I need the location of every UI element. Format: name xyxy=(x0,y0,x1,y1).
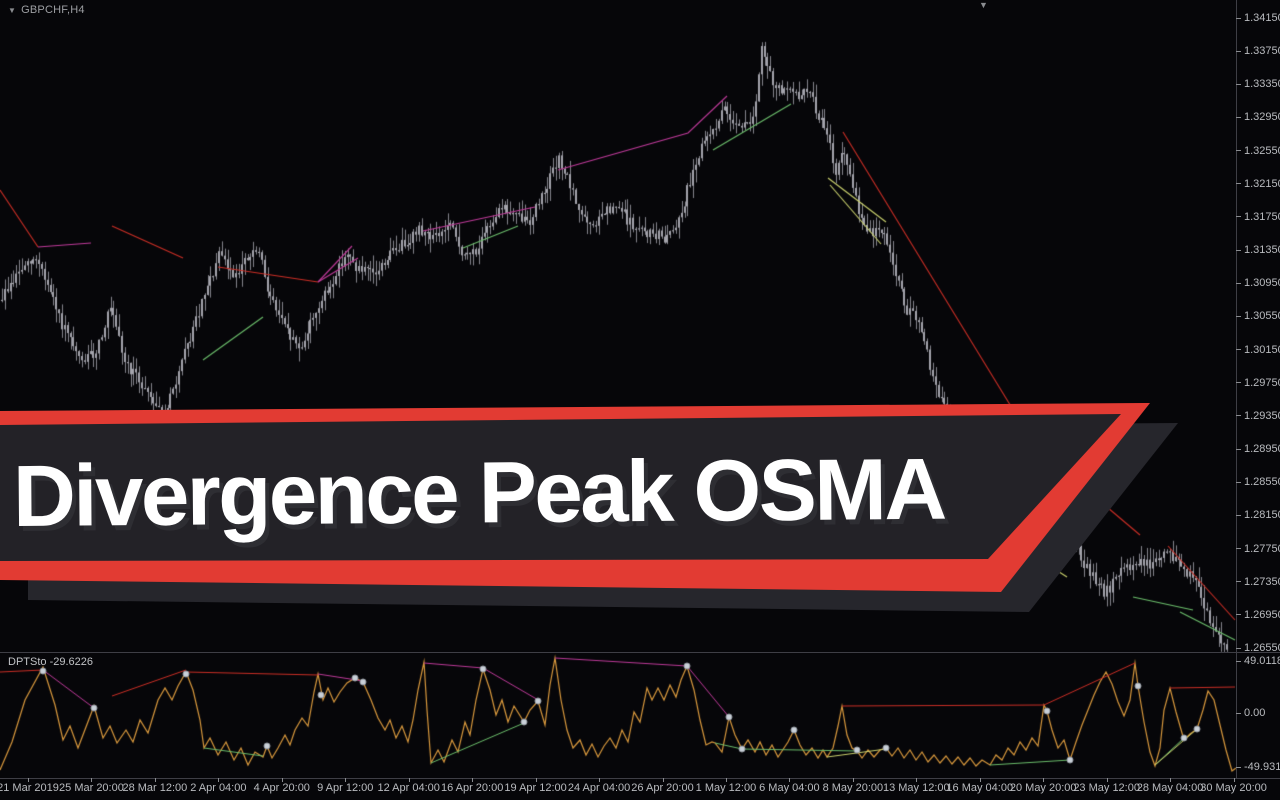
time-axis-label: 28 May 04:00 xyxy=(1136,782,1204,794)
time-axis-label: 12 Apr 04:00 xyxy=(377,782,440,794)
price-tick xyxy=(1236,249,1241,251)
time-axis-label: 20 May 20:00 xyxy=(1009,782,1077,794)
time-axis-label: 30 May 20:00 xyxy=(1200,782,1267,794)
price-tick xyxy=(1236,282,1241,284)
price-axis-label: 1.30550 xyxy=(1244,310,1280,323)
time-axis-label: 13 May 12:00 xyxy=(882,782,950,794)
price-axis-label: 1.26950 xyxy=(1244,608,1280,621)
time-tick xyxy=(345,778,347,782)
time-tick xyxy=(28,778,29,782)
price-axis-label: 1.32550 xyxy=(1244,144,1280,157)
time-axis-label: 8 May 20:00 xyxy=(822,782,884,794)
price-tick xyxy=(1236,83,1241,85)
indicator-tick xyxy=(1236,766,1241,768)
time-tick xyxy=(472,778,474,782)
indicator-name-label: DPTSto -29.6226 xyxy=(8,656,93,668)
time-tick xyxy=(1106,778,1108,782)
price-tick xyxy=(1236,50,1241,52)
price-axis-label: 1.29350 xyxy=(1244,409,1280,422)
price-axis-label: 1.27750 xyxy=(1244,542,1280,555)
price-axis-label: 1.32150 xyxy=(1244,177,1280,190)
price-axis-label: 1.30950 xyxy=(1244,277,1280,290)
price-axis-label: 1.29750 xyxy=(1244,376,1280,389)
time-tick xyxy=(218,778,220,782)
price-axis-label: 1.31350 xyxy=(1244,244,1280,257)
price-tick xyxy=(1236,183,1241,185)
time-tick xyxy=(535,778,537,782)
time-tick xyxy=(789,778,791,782)
time-tick xyxy=(154,778,156,782)
time-axis-label: 26 Apr 20:00 xyxy=(631,782,694,794)
price-axis-label: 1.33350 xyxy=(1244,78,1280,91)
price-tick xyxy=(1236,647,1241,649)
time-tick xyxy=(599,778,601,782)
price-tick xyxy=(1236,415,1241,417)
indicator-tick xyxy=(1236,712,1241,714)
price-tick xyxy=(1236,614,1241,616)
time-tick xyxy=(281,778,283,782)
time-axis-label: 23 May 12:00 xyxy=(1073,782,1140,794)
price-axis-label: 1.30150 xyxy=(1244,343,1280,356)
time-tick xyxy=(852,778,854,782)
indicator-axis-label: 0.00 xyxy=(1244,707,1266,719)
price-axis-label: 1.28150 xyxy=(1244,509,1280,522)
time-axis-label: 2 Apr 04:00 xyxy=(190,782,247,794)
time-axis-label: 4 Apr 20:00 xyxy=(253,782,310,794)
time-scale-divider xyxy=(0,778,1280,779)
price-axis-label: 1.34150 xyxy=(1244,12,1280,24)
chart-marker-icon: ▼ xyxy=(979,0,988,10)
price-axis-label: 1.32950 xyxy=(1244,111,1280,124)
time-axis-label: 16 May 04:00 xyxy=(946,782,1014,794)
indicator-panel-divider[interactable] xyxy=(0,652,1280,653)
time-axis-label: 9 Apr 12:00 xyxy=(317,782,374,794)
price-tick xyxy=(1236,17,1241,19)
time-tick xyxy=(1043,778,1045,782)
price-axis-label: 1.33750 xyxy=(1244,45,1280,58)
time-axis-label: 25 Mar 20:00 xyxy=(59,782,124,794)
price-tick xyxy=(1236,448,1241,450)
price-axis-label: 1.27350 xyxy=(1244,575,1280,588)
chevron-down-icon: ▼ xyxy=(8,6,17,15)
indicator-axis-label: -49.9314 xyxy=(1244,761,1280,773)
price-axis-label: 1.28550 xyxy=(1244,476,1280,489)
time-axis-label: 28 Mar 12:00 xyxy=(122,782,188,794)
time-tick xyxy=(916,778,918,782)
price-axis-label: 1.31750 xyxy=(1244,210,1280,223)
time-tick xyxy=(1170,778,1172,782)
time-axis-label: 6 May 04:00 xyxy=(759,782,820,794)
price-tick xyxy=(1236,216,1241,218)
price-axis-label: 1.26550 xyxy=(1244,642,1280,654)
time-tick xyxy=(662,778,664,782)
time-axis-label: 24 Apr 04:00 xyxy=(567,782,631,794)
price-tick xyxy=(1236,315,1241,317)
time-tick xyxy=(725,778,727,782)
indicator-tick xyxy=(1236,660,1241,662)
indicator-axis-label: 49.0118 xyxy=(1244,655,1280,667)
time-tick xyxy=(1233,778,1235,782)
time-tick xyxy=(91,778,93,782)
price-tick xyxy=(1236,581,1241,583)
price-tick xyxy=(1236,349,1241,351)
time-axis-label: 21 Mar 2019 xyxy=(0,782,59,794)
time-tick xyxy=(408,778,410,782)
price-tick xyxy=(1236,514,1241,516)
price-tick xyxy=(1236,481,1241,483)
price-scale-divider xyxy=(1236,0,1237,778)
time-axis-label: 19 Apr 12:00 xyxy=(504,782,567,794)
time-tick xyxy=(979,778,981,782)
time-axis-label: 1 May 12:00 xyxy=(695,782,757,794)
symbol-timeframe-label[interactable]: ▼ GBPCHF,H4 xyxy=(8,4,85,16)
price-tick xyxy=(1236,382,1241,384)
price-axis-label: 1.28950 xyxy=(1244,443,1280,456)
time-axis-label: 16 Apr 20:00 xyxy=(440,782,504,794)
symbol-text: GBPCHF,H4 xyxy=(21,4,85,16)
price-tick xyxy=(1236,150,1241,152)
price-tick xyxy=(1236,548,1241,550)
price-tick xyxy=(1236,116,1241,118)
